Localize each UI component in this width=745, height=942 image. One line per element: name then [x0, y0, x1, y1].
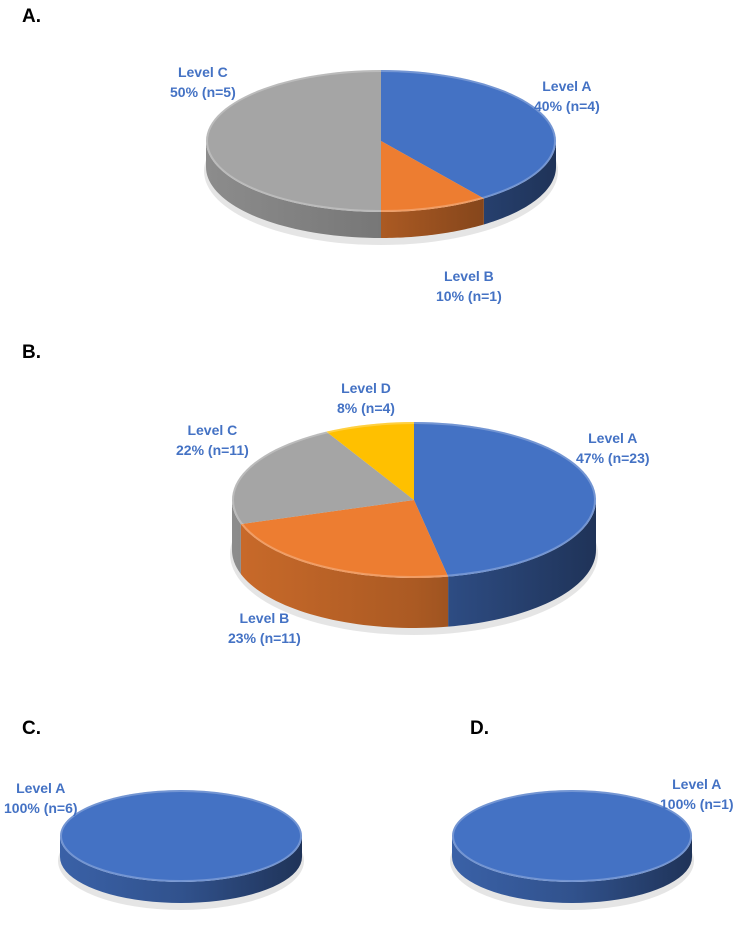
chart-b-level-d-name: Level D	[341, 380, 391, 396]
pie-rim-highlight	[206, 70, 556, 212]
pie-slice-level-a	[60, 790, 302, 882]
pie-chart-c	[58, 790, 304, 910]
pie-slice-level-b	[381, 141, 484, 212]
chart-b-level-b-name: Level B	[239, 610, 290, 626]
chart-b-level-c-label: Level C 22% (n=11)	[176, 420, 249, 460]
panel-label-d: D.	[470, 718, 489, 739]
pie-chart-b	[230, 422, 598, 635]
chart-c-level-a-label: Level A 100% (n=6)	[4, 778, 78, 818]
chart-b-level-b-value: 23% (n=11)	[228, 630, 301, 646]
chart-a-level-c-name: Level C	[177, 64, 228, 80]
chart-a-level-a-label: Level A 40% (n=4)	[534, 76, 600, 116]
chart-a-level-a-value: 40% (n=4)	[534, 98, 600, 114]
chart-d-level-a-name: Level A	[672, 776, 722, 792]
pie-slice-level-a	[414, 422, 596, 577]
pie-side-level-c	[206, 141, 381, 238]
pie-side-level-b	[240, 524, 449, 628]
chart-a-level-b-name: Level B	[443, 268, 494, 284]
chart-b-level-a-name: Level A	[588, 430, 638, 446]
chart-a-level-b-label: Level B 10% (n=1)	[436, 266, 502, 306]
pie-slice-level-c	[206, 70, 381, 212]
pie-slice-level-a	[381, 70, 556, 199]
pie-chart-d	[450, 790, 694, 910]
pie-rim-highlight	[232, 422, 596, 578]
chart-b-level-a-label: Level A 47% (n=23)	[576, 428, 650, 468]
chart-a-level-c-value: 50% (n=5)	[170, 84, 236, 100]
pie-side-level-a	[448, 500, 596, 627]
pie-slice-level-d	[326, 422, 414, 500]
chart-a-level-a-name: Level A	[542, 78, 592, 94]
chart-b-level-b-label: Level B 23% (n=11)	[228, 608, 301, 648]
pie-slice-level-c	[232, 431, 414, 525]
chart-b-level-c-name: Level C	[187, 422, 238, 438]
pie-slice-level-a	[452, 790, 692, 882]
chart-d-level-a-label: Level A 100% (n=1)	[660, 774, 734, 814]
panel-label-a: A.	[22, 6, 41, 27]
chart-b-level-c-value: 22% (n=11)	[176, 442, 249, 458]
pie-side-level-a	[452, 836, 692, 903]
panel-label-b: B.	[22, 342, 41, 363]
pie-rim-highlight	[60, 790, 302, 882]
pie-side-level-b	[381, 198, 484, 238]
chart-d-level-a-value: 100% (n=1)	[660, 796, 734, 812]
pie-slice-level-b	[240, 500, 449, 578]
pie-rim-highlight	[452, 790, 692, 882]
chart-a-level-c-label: Level C 50% (n=5)	[170, 62, 236, 102]
pie-side-level-a	[483, 141, 556, 225]
chart-b-level-d-value: 8% (n=4)	[337, 400, 395, 416]
pie-side-level-a	[60, 836, 302, 903]
chart-c-level-a-value: 100% (n=6)	[4, 800, 78, 816]
pie-chart-a	[204, 70, 558, 245]
pie-side-level-c	[232, 500, 241, 575]
chart-a-level-b-value: 10% (n=1)	[436, 288, 502, 304]
chart-b-level-d-label: Level D 8% (n=4)	[337, 378, 395, 418]
panel-label-c: C.	[22, 718, 41, 739]
chart-c-level-a-name: Level A	[16, 780, 66, 796]
chart-b-level-a-value: 47% (n=23)	[576, 450, 650, 466]
